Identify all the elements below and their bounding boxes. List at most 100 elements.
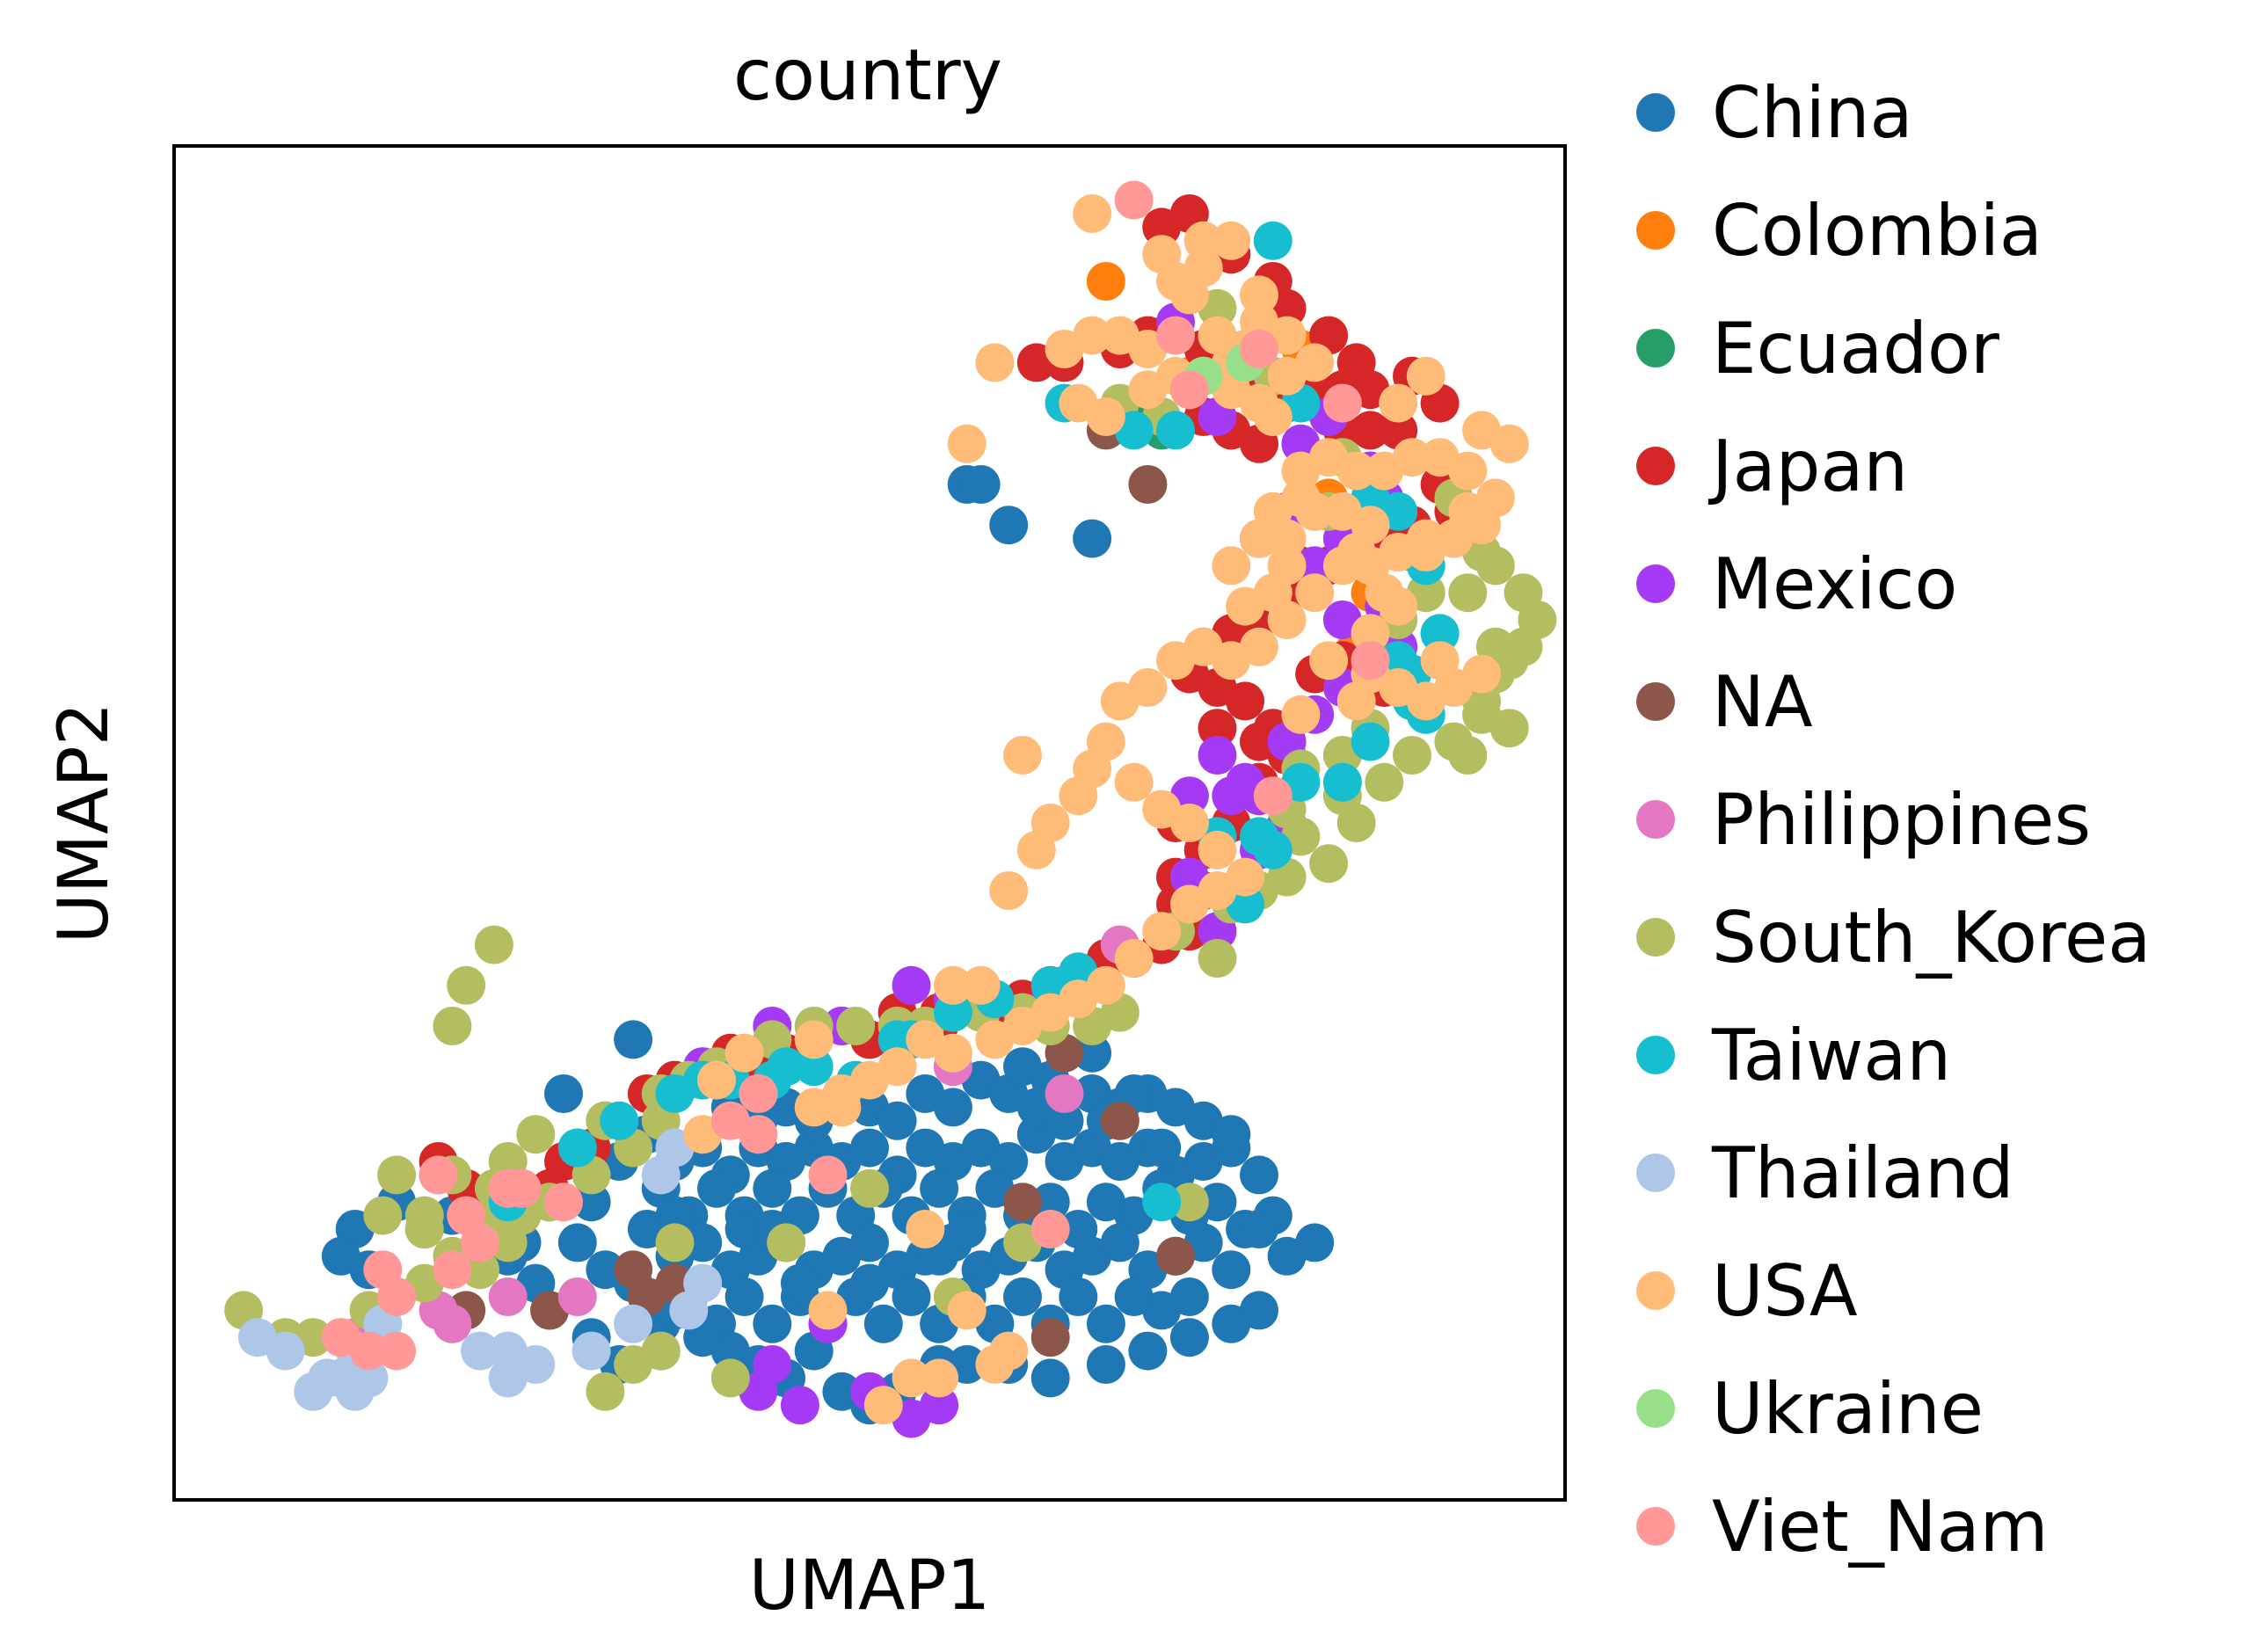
legend-item: Thailand <box>1636 1132 2014 1214</box>
data-point <box>1393 736 1431 775</box>
data-point <box>572 1331 611 1371</box>
legend-item: Colombia <box>1636 190 2042 272</box>
data-point <box>1142 1183 1182 1222</box>
data-point <box>1198 736 1237 775</box>
data-point <box>502 1168 542 1208</box>
legend-item: NA <box>1636 661 1813 743</box>
data-point <box>850 1223 889 1263</box>
data-point <box>488 1331 528 1371</box>
data-point <box>1240 519 1278 558</box>
data-point <box>1045 330 1084 368</box>
data-point <box>1462 654 1502 694</box>
data-point <box>1003 1183 1042 1222</box>
data-point <box>655 1196 695 1235</box>
legend-label: Viet_Nam <box>1712 1486 2049 1568</box>
data-point <box>1322 762 1362 802</box>
data-point <box>1267 519 1307 558</box>
chart-title: country <box>733 34 1002 116</box>
data-point <box>377 1155 417 1195</box>
data-point <box>321 1318 360 1357</box>
data-point <box>1156 316 1195 355</box>
data-point <box>1183 221 1223 260</box>
data-point <box>557 1223 597 1263</box>
data-point <box>1253 830 1292 870</box>
data-point <box>710 1358 750 1398</box>
data-point <box>1253 221 1292 260</box>
data-point <box>1114 939 1154 978</box>
data-point <box>1240 275 1278 315</box>
data-point <box>1100 681 1140 721</box>
legend-item: South_Korea <box>1636 897 2151 979</box>
data-point <box>850 1128 889 1168</box>
data-point <box>975 343 1015 382</box>
data-point <box>1351 411 1390 450</box>
data-point <box>1073 194 1112 233</box>
data-point <box>892 1277 931 1316</box>
data-point <box>1128 465 1168 504</box>
data-point <box>1100 1223 1140 1263</box>
data-point <box>808 1155 848 1195</box>
data-point <box>836 1007 876 1045</box>
data-point <box>641 1155 681 1195</box>
data-point <box>1406 356 1445 396</box>
data-point <box>1142 912 1182 951</box>
data-point <box>1448 451 1488 491</box>
data-point <box>363 1250 403 1290</box>
data-point <box>1169 370 1209 410</box>
data-point <box>1030 1358 1070 1398</box>
data-point <box>1003 1277 1042 1316</box>
data-point <box>697 1168 736 1208</box>
legend-label: Taiwan <box>1711 1015 1951 1096</box>
legend-label: Ecuador <box>1712 308 1999 389</box>
legend-item: Mexico <box>1636 543 1957 625</box>
data-point <box>516 1115 556 1154</box>
data-point <box>488 1277 528 1316</box>
data-point <box>614 1020 653 1059</box>
data-point <box>1169 1183 1209 1222</box>
data-point <box>1045 1101 1084 1140</box>
data-point <box>1114 762 1154 802</box>
data-point <box>1212 546 1251 586</box>
legend-marker <box>1636 564 1675 603</box>
data-point <box>1016 830 1056 870</box>
legend-label: South_Korea <box>1712 897 2151 979</box>
data-point <box>794 1047 834 1087</box>
data-point <box>794 1088 834 1127</box>
data-point <box>1406 519 1445 558</box>
legend: China Colombia Ecuador Japan Mexico NA Philipp… <box>1636 72 2151 1568</box>
data-point <box>544 1183 583 1222</box>
data-point <box>1489 709 1529 748</box>
data-point <box>1030 1318 1070 1357</box>
data-point <box>600 1101 639 1140</box>
data-point <box>1240 1291 1278 1330</box>
data-point <box>1336 804 1376 842</box>
data-point <box>920 1386 959 1425</box>
data-point <box>753 1304 792 1343</box>
data-point <box>1198 709 1237 748</box>
legend-marker <box>1636 682 1675 721</box>
data-point <box>1351 722 1390 761</box>
data-point <box>461 1331 499 1371</box>
data-point <box>947 424 987 463</box>
data-point <box>1504 573 1543 613</box>
data-point <box>1295 546 1335 586</box>
data-point <box>1253 776 1292 816</box>
data-point <box>753 1168 792 1208</box>
legend-item: Ukraine <box>1636 1368 1984 1450</box>
data-point <box>780 1386 819 1425</box>
data-point <box>961 965 1001 1005</box>
data-point <box>1420 641 1460 680</box>
data-point <box>1073 1033 1112 1073</box>
data-point <box>1379 586 1418 626</box>
legend-marker <box>1636 1036 1675 1074</box>
data-point <box>1226 681 1265 721</box>
data-point <box>433 1250 472 1290</box>
data-point <box>266 1331 305 1371</box>
legend-marker <box>1636 93 1675 132</box>
data-point <box>1003 736 1042 775</box>
data-point <box>1336 681 1376 721</box>
data-point <box>863 1386 903 1425</box>
legend-label: Mexico <box>1712 543 1957 625</box>
data-point <box>725 1033 764 1073</box>
legend-label: China <box>1712 72 1913 154</box>
